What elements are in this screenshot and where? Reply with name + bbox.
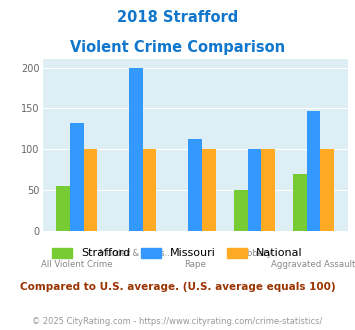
- Bar: [56, 186, 70, 231]
- Text: Violent Crime Comparison: Violent Crime Comparison: [70, 40, 285, 54]
- Text: Robbery: Robbery: [236, 249, 272, 258]
- Text: Murder & Mans...: Murder & Mans...: [99, 249, 173, 258]
- Bar: [84, 149, 97, 231]
- Text: 2018 Strafford: 2018 Strafford: [117, 10, 238, 25]
- Bar: [261, 149, 275, 231]
- Text: © 2025 CityRating.com - https://www.cityrating.com/crime-statistics/: © 2025 CityRating.com - https://www.city…: [32, 317, 323, 326]
- Bar: [129, 68, 143, 231]
- Bar: [293, 174, 307, 231]
- Bar: [234, 190, 248, 231]
- Bar: [70, 123, 84, 231]
- Text: Compared to U.S. average. (U.S. average equals 100): Compared to U.S. average. (U.S. average …: [20, 282, 335, 292]
- Bar: [321, 149, 334, 231]
- Legend: Strafford, Missouri, National: Strafford, Missouri, National: [48, 243, 307, 263]
- Bar: [307, 111, 321, 231]
- Bar: [143, 149, 157, 231]
- Bar: [248, 149, 261, 231]
- Text: All Violent Crime: All Violent Crime: [41, 260, 113, 269]
- Text: Rape: Rape: [184, 260, 206, 269]
- Bar: [189, 140, 202, 231]
- Text: Aggravated Assault: Aggravated Assault: [272, 260, 355, 269]
- Bar: [202, 149, 216, 231]
